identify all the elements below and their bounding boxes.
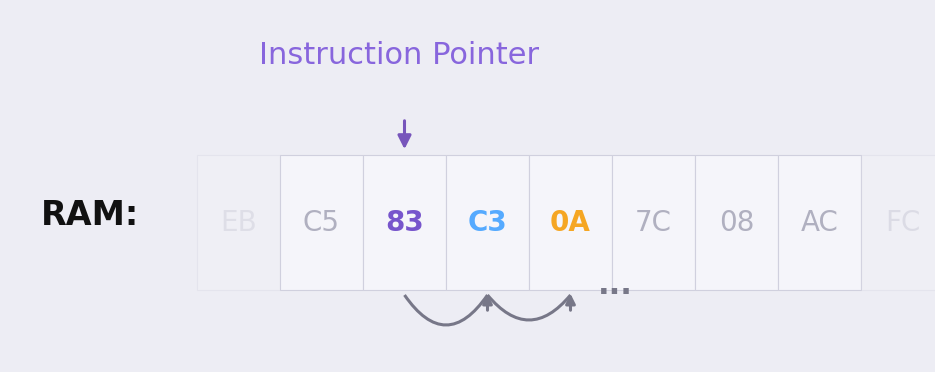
FancyBboxPatch shape	[861, 155, 935, 290]
FancyBboxPatch shape	[695, 155, 778, 290]
FancyBboxPatch shape	[280, 155, 363, 290]
FancyBboxPatch shape	[363, 155, 446, 290]
Text: Instruction Pointer: Instruction Pointer	[259, 41, 539, 70]
Text: 7C: 7C	[635, 208, 672, 237]
FancyBboxPatch shape	[446, 155, 529, 290]
FancyBboxPatch shape	[197, 155, 280, 290]
Text: 08: 08	[719, 208, 755, 237]
Text: AC: AC	[800, 208, 839, 237]
FancyBboxPatch shape	[778, 155, 861, 290]
Text: EB: EB	[220, 208, 257, 237]
FancyBboxPatch shape	[529, 155, 612, 290]
Text: FC: FC	[885, 208, 920, 237]
Text: 83: 83	[385, 208, 424, 237]
Text: C3: C3	[468, 208, 508, 237]
Text: ...: ...	[598, 270, 633, 299]
Text: RAM:: RAM:	[41, 199, 139, 231]
Text: C5: C5	[303, 208, 340, 237]
FancyBboxPatch shape	[612, 155, 695, 290]
Text: 0A: 0A	[550, 208, 591, 237]
